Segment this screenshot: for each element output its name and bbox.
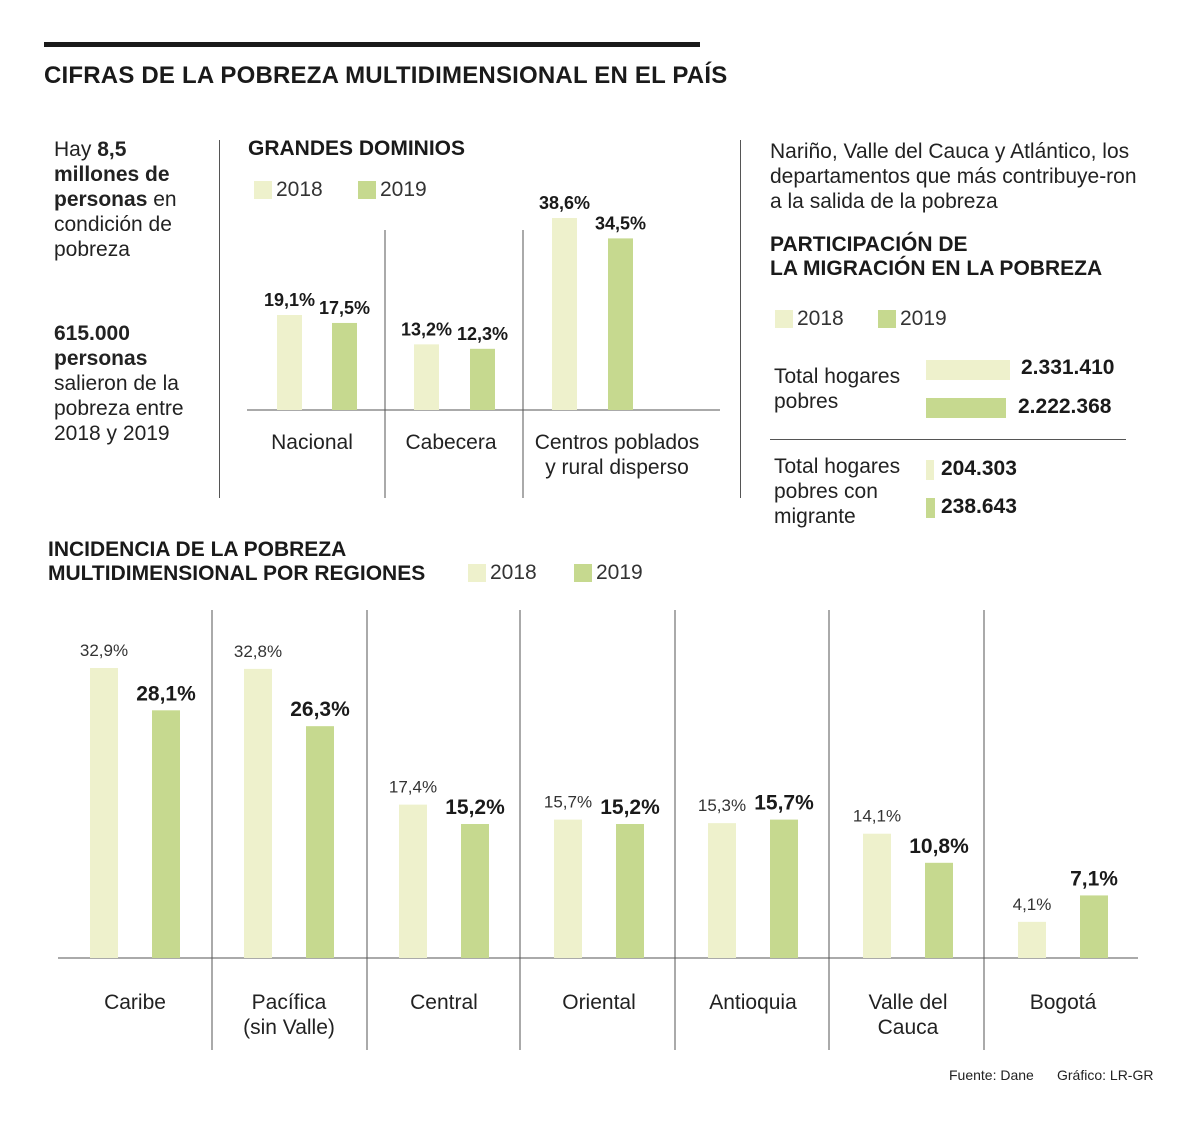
dominios-bar-2019-nacional xyxy=(332,322,357,410)
dominios-category-centros-poblados-y-rural-disperso: y rural disperso xyxy=(545,456,689,479)
dominios-legend-2018-label: 2018 xyxy=(276,178,323,201)
regiones-bar-2019-pacifica-sin-valle xyxy=(306,726,334,958)
dominios-category-centros-poblados-y-rural-disperso: Centros poblados xyxy=(535,431,700,454)
intro-1-pre: Hay xyxy=(54,138,98,161)
dominios-label-2019-nacional: 17,5% xyxy=(319,298,370,318)
regiones-bar-2019-bogota xyxy=(1080,895,1108,958)
regiones-bar-2018-valle-del-cauca xyxy=(863,833,891,958)
migration-intro: Nariño, Valle del Cauca y Atlántico, los… xyxy=(770,140,1137,213)
dominios-label-2019-centros-poblados-y-rural-disperso: 34,5% xyxy=(595,213,646,233)
dominios-chart: 19,1% 17,5% Nacional 13,2% 12,3% Cabecera 38,6… xyxy=(247,193,720,498)
migration-legend-2019-swatch xyxy=(878,310,896,328)
regiones-category-central: Central xyxy=(410,991,478,1014)
regiones-label-2019-valle-del-cauca: 10,8% xyxy=(909,835,969,858)
regiones-bar-2019-oriental xyxy=(616,824,644,958)
regiones-label-2018-caribe: 32,9% xyxy=(80,641,128,660)
regiones-bar-2018-caribe xyxy=(90,668,118,958)
regiones-category-valle-del-cauca: Cauca xyxy=(878,1016,939,1039)
regiones-legend-2018-swatch xyxy=(468,564,486,582)
regiones-category-pacifica-sin-valle: (sin Valle) xyxy=(243,1016,335,1039)
dominios-legend-2019-swatch xyxy=(358,181,376,199)
dominios-label-2018-nacional: 19,1% xyxy=(264,290,315,310)
divider-right xyxy=(740,140,741,498)
regiones-category-caribe: Caribe xyxy=(104,991,166,1014)
regiones-bar-2018-bogota xyxy=(1018,921,1046,958)
intro-2-post: salieron de la pobreza entre 2018 y 2019 xyxy=(54,372,184,445)
intro-1-post: en condición de pobreza xyxy=(54,188,177,261)
regiones-category-antioquia: Antioquia xyxy=(709,991,797,1014)
dominios-category-nacional: Nacional xyxy=(271,431,353,454)
dominios-label-2018-cabecera: 13,2% xyxy=(401,319,452,339)
regiones-bar-2019-caribe xyxy=(152,710,180,958)
dominios-bar-2019-centros-poblados-y-rural-disperso xyxy=(608,238,633,410)
migration-row-2-bar-2019 xyxy=(926,498,935,518)
regiones-chart: 32,9% 28,1% Caribe 32,8% 26,3% Pacífica(sin V… xyxy=(58,610,1138,1050)
regiones-bar-2018-antioquia xyxy=(708,823,736,958)
footer-credit: Gráfico: LR-GR xyxy=(1057,1067,1154,1083)
migration-row-1-bar-2018 xyxy=(926,360,1010,380)
regiones-label-2019-central: 15,2% xyxy=(445,796,505,819)
regiones-legend-2019-swatch xyxy=(574,564,592,582)
regiones-bar-2018-pacifica-sin-valle xyxy=(244,668,272,958)
migration-row-2-value-2018: 204.303 xyxy=(941,457,1017,480)
regiones-bar-2019-central xyxy=(461,824,489,958)
regiones-category-oriental: Oriental xyxy=(562,991,636,1014)
regiones-label-2018-valle-del-cauca: 14,1% xyxy=(853,807,901,826)
dominios-bar-2019-cabecera xyxy=(470,348,495,410)
regiones-title-line2: MULTIDIMENSIONAL POR REGIONES xyxy=(48,562,426,585)
regiones-bar-2019-valle-del-cauca xyxy=(925,862,953,958)
title-rule xyxy=(44,42,700,47)
migration-row-2-label: Total hogares pobres con migrante xyxy=(774,455,901,528)
intro-stat-2: 615.000 personas salieron de la pobreza … xyxy=(54,321,204,446)
regiones-label-2019-pacifica-sin-valle: 26,3% xyxy=(290,698,350,721)
regiones-category-pacifica-sin-valle: Pacífica xyxy=(252,991,327,1014)
intro-stat-1: Hay 8,5 millones de personas en condició… xyxy=(54,137,204,262)
dominios-label-2019-cabecera: 12,3% xyxy=(457,324,508,344)
dominios-bar-2018-cabecera xyxy=(414,344,439,410)
intro-1-bold: 8,5 millones de personas xyxy=(54,138,170,211)
regiones-title-line1: INCIDENCIA DE LA POBREZA xyxy=(48,538,347,561)
regiones-label-2019-caribe: 28,1% xyxy=(136,682,196,705)
divider-left xyxy=(219,140,220,498)
migration-legend-2018-swatch xyxy=(775,310,793,328)
migration-row-2-value-2019: 238.643 xyxy=(941,495,1017,518)
regiones-label-2018-bogota: 4,1% xyxy=(1013,895,1052,914)
regiones-category-valle-del-cauca: Valle del xyxy=(869,991,948,1014)
intro-2-bold: 615.000 personas xyxy=(54,322,148,370)
regiones-bar-2019-antioquia xyxy=(770,819,798,958)
dominios-bar-2018-centros-poblados-y-rural-disperso xyxy=(552,218,577,410)
regiones-bar-2018-central xyxy=(399,804,427,958)
regiones-label-2019-bogota: 7,1% xyxy=(1070,867,1118,890)
dominios-legend-2018-swatch xyxy=(254,181,272,199)
migration-legend-2018-label: 2018 xyxy=(797,307,844,330)
migration-legend-2019-label: 2019 xyxy=(900,307,947,330)
regiones-label-2018-oriental: 15,7% xyxy=(544,793,592,812)
regiones-label-2018-pacifica-sin-valle: 32,8% xyxy=(234,642,282,661)
migration-row-1-bar-2019 xyxy=(926,398,1006,418)
regiones-label-2018-antioquia: 15,3% xyxy=(698,796,746,815)
regiones-label-2019-antioquia: 15,7% xyxy=(754,792,814,815)
migration-row-1-value-2018: 2.331.410 xyxy=(1021,356,1115,379)
regiones-title: INCIDENCIA DE LA POBREZA MULTIDIMENSIONA… xyxy=(48,538,425,586)
migration-row-1-value-2019: 2.222.368 xyxy=(1018,395,1112,418)
regiones-label-2019-oriental: 15,2% xyxy=(600,796,660,819)
footer-source: Fuente: Dane xyxy=(949,1067,1034,1083)
regiones-label-2018-central: 17,4% xyxy=(389,778,437,797)
regiones-legend-2019-label: 2019 xyxy=(596,561,643,584)
dominios-bar-2018-nacional xyxy=(277,314,302,410)
migration-heading: PARTICIPACIÓN DE LA MIGRACIÓN EN LA POBR… xyxy=(770,233,1102,281)
migration-separator xyxy=(770,439,1126,440)
migration-heading-line2: LA MIGRACIÓN EN LA POBREZA xyxy=(770,257,1103,280)
regiones-legend-2018-label: 2018 xyxy=(490,561,537,584)
regiones-category-bogota: Bogotá xyxy=(1030,991,1097,1014)
migration-row-2-bar-2018 xyxy=(926,460,934,480)
dominios-legend-2019-label: 2019 xyxy=(380,178,427,201)
dominios-category-cabecera: Cabecera xyxy=(405,431,496,454)
migration-row-1-label: Total hogares pobres xyxy=(774,365,901,413)
migration-heading-line1: PARTICIPACIÓN DE xyxy=(770,233,968,256)
regiones-bar-2018-oriental xyxy=(554,819,582,958)
page-title: CIFRAS DE LA POBREZA MULTIDIMENSIONAL EN… xyxy=(44,62,728,89)
dominios-label-2018-centros-poblados-y-rural-disperso: 38,6% xyxy=(539,193,590,213)
dominios-title: GRANDES DOMINIOS xyxy=(248,137,466,160)
